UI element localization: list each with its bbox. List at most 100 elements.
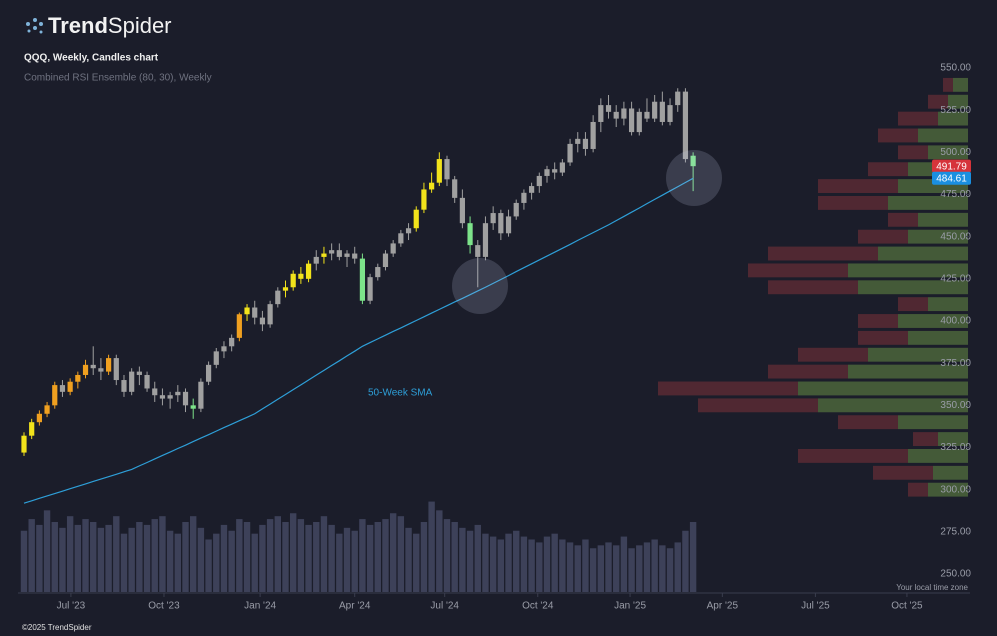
profile-down bbox=[868, 162, 908, 177]
profile-up bbox=[798, 381, 968, 396]
profile-up bbox=[953, 77, 968, 92]
volume-bar bbox=[628, 548, 635, 592]
volume-bar bbox=[382, 519, 389, 592]
highlight-circle bbox=[666, 150, 722, 206]
volume-bar bbox=[20, 530, 28, 592]
candle-body bbox=[467, 223, 473, 246]
x-tick-label: Jul '24 bbox=[430, 601, 459, 612]
volume-bar bbox=[613, 545, 620, 592]
brand-bold: Trend bbox=[48, 13, 108, 38]
profile-down bbox=[898, 111, 938, 126]
candle-body bbox=[482, 223, 489, 257]
volume-bar bbox=[228, 530, 235, 592]
candle-body bbox=[621, 108, 627, 119]
sma-annotation: 50-Week SMA bbox=[368, 388, 433, 399]
candle-body bbox=[375, 267, 381, 278]
volume-bar bbox=[413, 533, 420, 592]
y-tick-label: 500.00 bbox=[940, 147, 971, 158]
volume-bar bbox=[266, 519, 274, 592]
volume-bar bbox=[328, 524, 335, 592]
candle-body bbox=[305, 263, 312, 279]
brand: TrendSpider bbox=[48, 13, 172, 38]
candle-body bbox=[613, 111, 619, 119]
profile-down bbox=[818, 179, 898, 193]
profile-up bbox=[878, 246, 968, 261]
volume-bar bbox=[374, 522, 381, 592]
profile-up bbox=[908, 449, 968, 463]
candle-body bbox=[444, 159, 450, 180]
price-plot bbox=[21, 88, 696, 504]
y-tick-label: 525.00 bbox=[940, 105, 971, 116]
volume-bar bbox=[474, 524, 481, 592]
profile-up bbox=[818, 398, 968, 413]
volume-bar bbox=[51, 522, 58, 592]
volume-bar bbox=[674, 542, 681, 592]
profile-up bbox=[898, 415, 968, 430]
candle-body bbox=[513, 202, 519, 217]
volume-bar bbox=[659, 545, 666, 592]
candle-body bbox=[352, 253, 358, 259]
candle-body bbox=[229, 337, 235, 347]
profile-up bbox=[933, 465, 968, 480]
volume-bar bbox=[36, 524, 43, 592]
sma-line bbox=[23, 177, 694, 504]
volume-bar bbox=[397, 516, 405, 592]
volume-bar bbox=[443, 519, 451, 592]
candle-body bbox=[521, 192, 527, 203]
chart-title: QQQ, Weekly, Candles chart bbox=[24, 53, 159, 64]
volume-bar bbox=[682, 530, 689, 592]
volume-bar bbox=[205, 539, 212, 592]
y-tick-label: 300.00 bbox=[940, 484, 971, 495]
candle-body bbox=[390, 243, 396, 254]
profile-down bbox=[658, 381, 798, 396]
candle-body bbox=[344, 253, 350, 257]
candle-body bbox=[244, 307, 250, 315]
candle-body bbox=[382, 253, 389, 268]
x-tick-label: Oct '25 bbox=[891, 601, 923, 612]
volume-bar bbox=[182, 522, 189, 592]
candle-body bbox=[405, 228, 412, 234]
volume-bar bbox=[505, 533, 512, 592]
volume-bar bbox=[543, 536, 551, 592]
y-tick-label: 450.00 bbox=[940, 231, 971, 242]
volume-bar bbox=[113, 516, 120, 592]
profile-up bbox=[928, 145, 968, 160]
candle-body bbox=[329, 250, 335, 254]
volume-bar bbox=[366, 524, 374, 592]
profile-down bbox=[908, 482, 928, 497]
profile-up bbox=[848, 364, 968, 379]
volume-bar bbox=[359, 519, 366, 592]
candle-body bbox=[36, 413, 42, 423]
y-tick-label: 350.00 bbox=[940, 400, 971, 411]
profile-down bbox=[768, 246, 878, 261]
profile-up bbox=[908, 330, 968, 345]
profile-up bbox=[938, 111, 968, 126]
axes: 250.00 275.00 300.00 325.00 350.00 375.00 400.… bbox=[57, 63, 972, 612]
candle-body bbox=[559, 162, 565, 173]
volume-bar bbox=[220, 524, 228, 592]
x-tick-label: Apr '25 bbox=[707, 601, 739, 612]
profile-down bbox=[798, 347, 868, 362]
volume-bar bbox=[97, 527, 105, 592]
highlight-circle bbox=[452, 258, 508, 314]
x-tick-label: Jul '23 bbox=[57, 601, 86, 612]
chart-subtitle: Combined RSI Ensemble (80, 30), Weekly bbox=[24, 73, 212, 84]
profile-down bbox=[768, 280, 858, 295]
y-tick-label: 325.00 bbox=[940, 442, 971, 453]
profile-down bbox=[748, 263, 848, 278]
candle-body bbox=[552, 169, 558, 173]
profile-down bbox=[873, 465, 933, 480]
candle-body bbox=[75, 374, 81, 382]
candle-body bbox=[59, 385, 66, 392]
candle-body bbox=[290, 273, 296, 288]
profile-up bbox=[908, 229, 968, 244]
price-tag bbox=[932, 171, 971, 185]
volume-bar bbox=[274, 516, 282, 592]
volume-bar bbox=[143, 524, 151, 592]
profile-down bbox=[768, 364, 848, 379]
candle-body bbox=[636, 111, 642, 133]
volume-bar bbox=[282, 522, 289, 592]
candle-body bbox=[490, 213, 496, 224]
volume-bar bbox=[136, 522, 143, 592]
